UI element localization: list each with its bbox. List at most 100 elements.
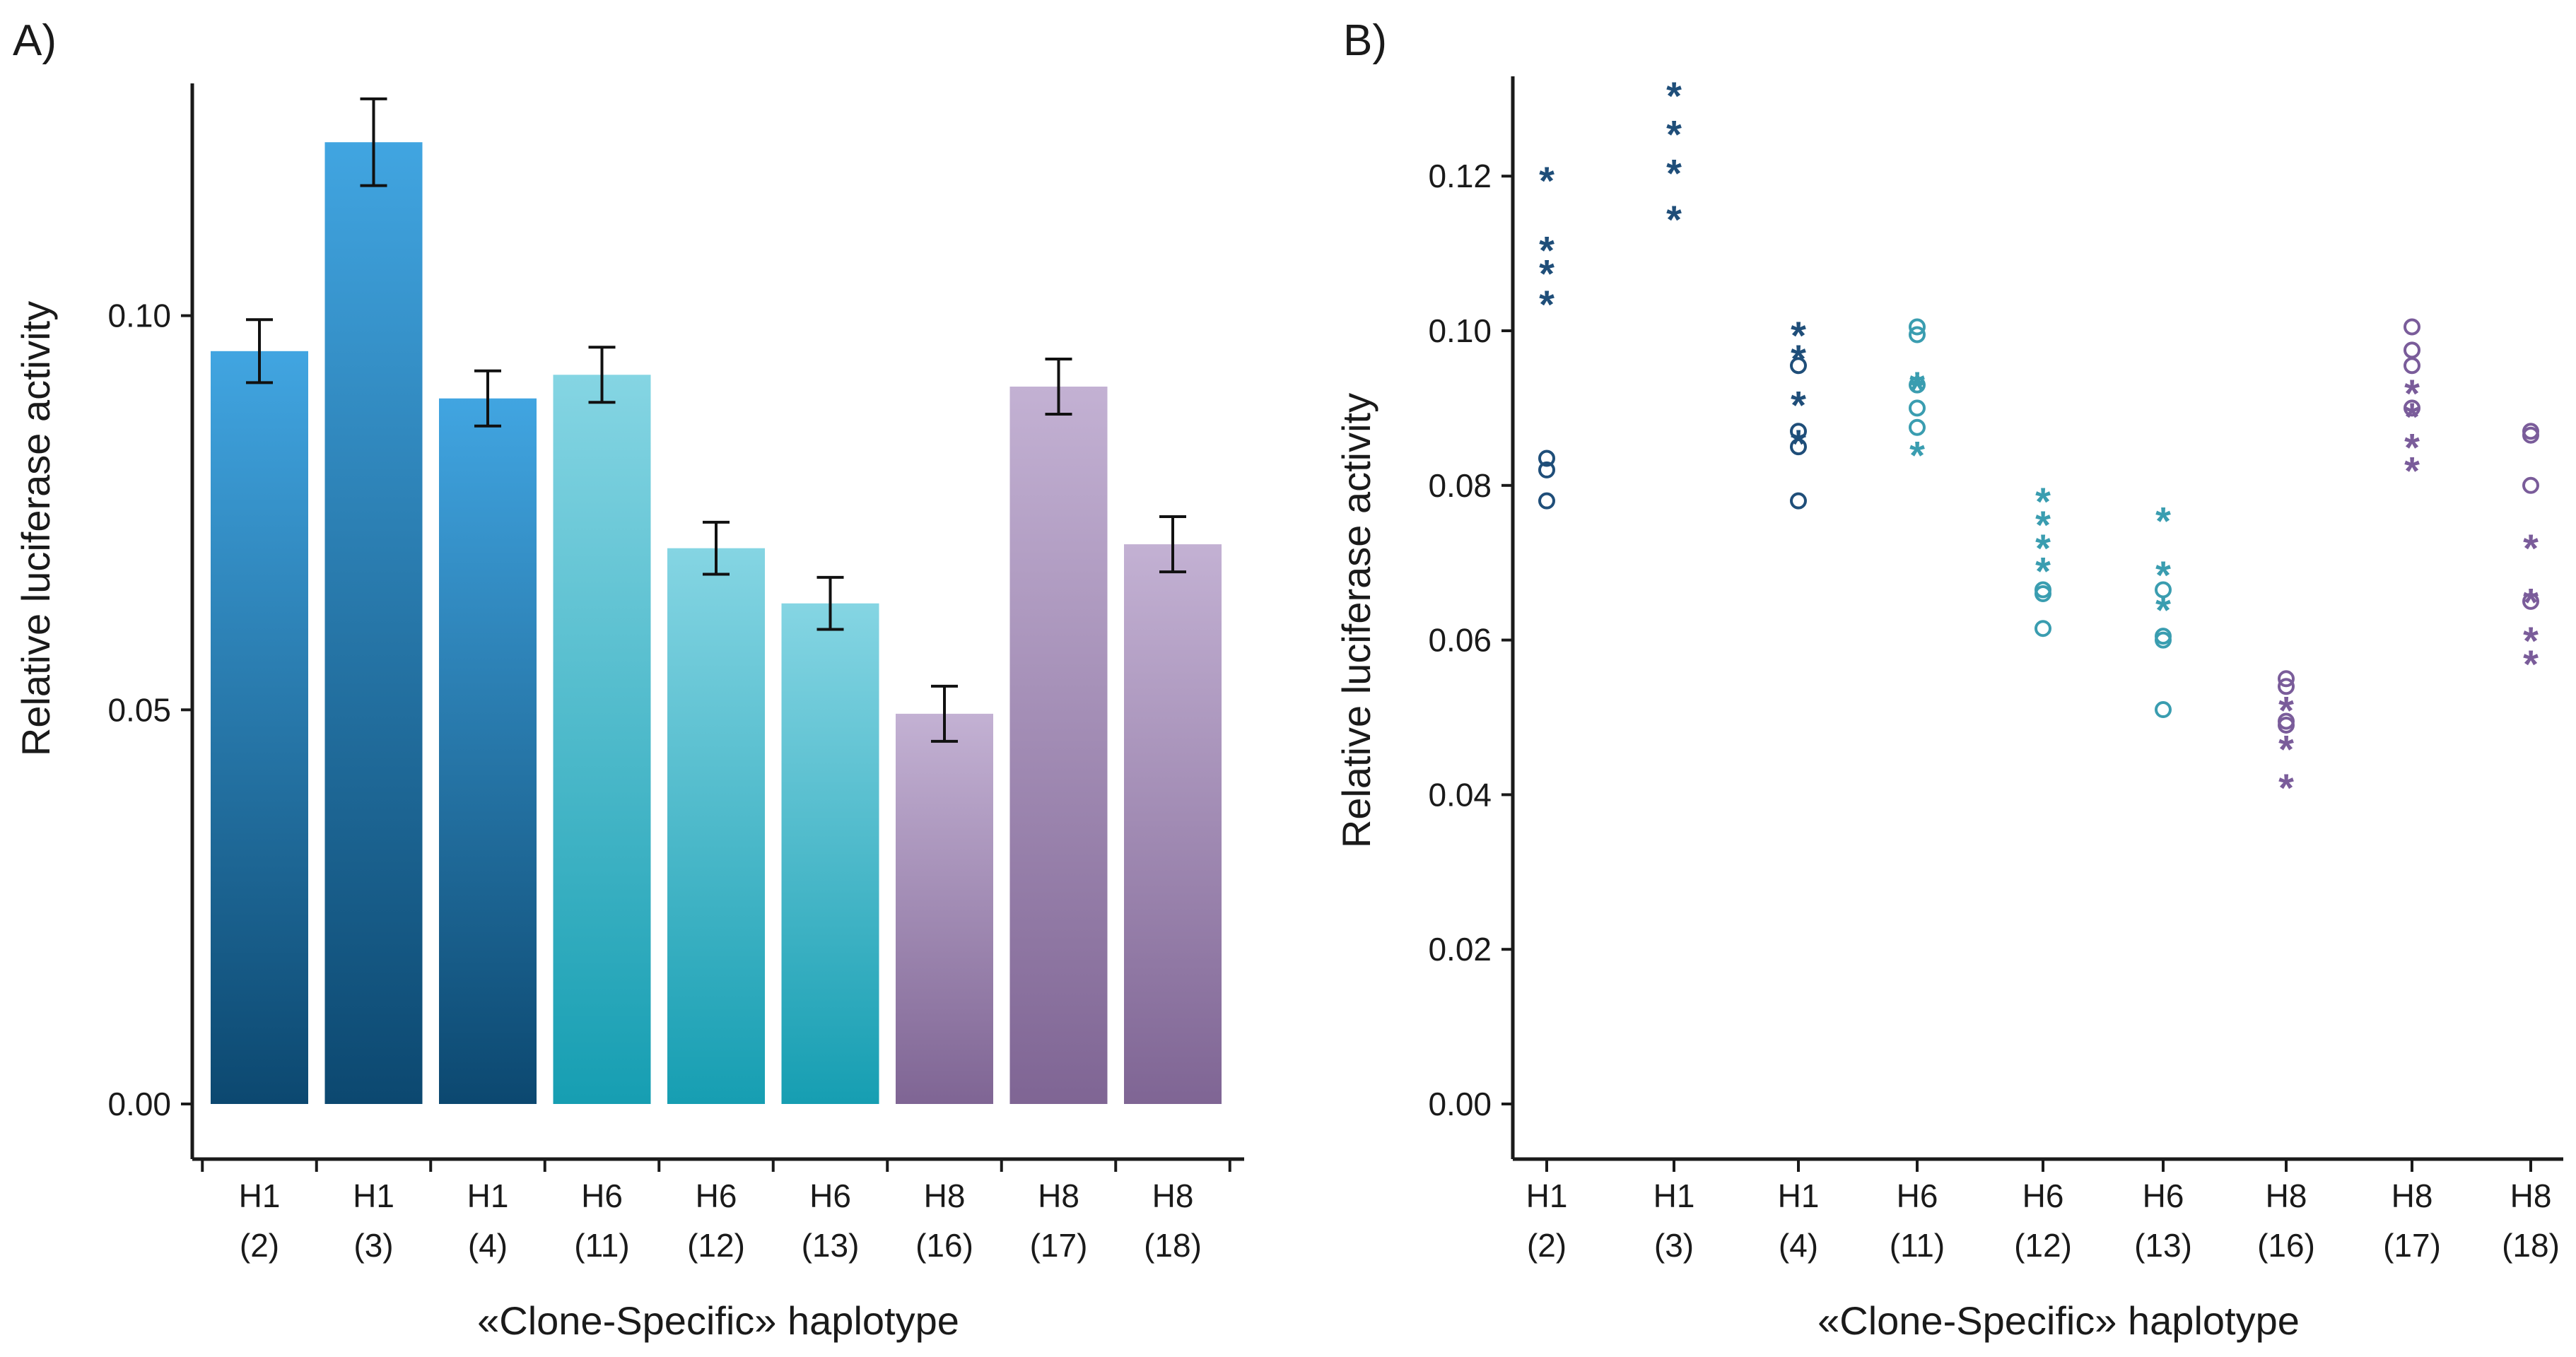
circle-point [2278,678,2295,695]
y-tick-label: 0.04 [1428,776,1492,813]
x-tick-label-clone: (17) [2383,1227,2441,1264]
point-group-h8-16: *** [2278,670,2295,810]
x-tick-label-clone: (2) [1527,1227,1567,1264]
point-group-h6-13: *** [2155,499,2172,719]
x-tick-label-clone: (2) [240,1227,279,1264]
x-tick-label-haplotype: H8 [1038,1177,1079,1214]
circle-point [1538,461,1555,478]
circle-point [1909,376,1926,394]
circle-point [2035,584,2051,602]
asterisk-point: * [2523,580,2539,624]
x-tick-label-haplotype: H8 [2266,1177,2307,1214]
asterisk-point: * [2035,479,2051,524]
circle-point [2155,581,2172,599]
asterisk-point: * [1909,363,1925,408]
point-group-h8-18: **** [2522,423,2539,686]
panel-a-bars [211,142,1222,1105]
circle-point [1538,450,1555,467]
asterisk-point: * [1539,251,1555,295]
panel-b-y-ticks: 0.00 0.02 0.04 0.06 0.08 0.10 0.12 [1428,158,1513,1122]
circle-point [2522,426,2539,444]
x-tick-label-clone: (11) [1890,1227,1945,1264]
y-tick-label: 0.08 [1428,467,1492,504]
panel-a-error-bars [246,97,1186,743]
x-tick-label-clone: (18) [1144,1227,1202,1264]
asterisk-point: * [1539,282,1555,327]
x-tick-label-clone: (4) [468,1227,508,1264]
bar-h6-11 [553,375,651,1104]
bar-h6-12 [667,548,765,1104]
panel-a-x-axis-title: «Clone-Specific» haplotype [477,1298,959,1343]
circle-point [2522,592,2539,610]
circle-point [2404,357,2420,375]
circle-point [2155,631,2172,649]
y-tick-label: 0.00 [1428,1086,1492,1122]
circle-point [2278,716,2295,734]
circle-point [2035,620,2051,638]
panel-a-y-ticks: 0.00 0.05 0.10 [107,298,192,1122]
asterisk-point: * [1791,382,1806,427]
y-tick-label: 0.02 [1428,931,1492,968]
asterisk-point: * [1666,197,1682,242]
x-tick-label-haplotype: H6 [2143,1177,2184,1214]
panel-a-x-ticks: H1 (2) H1 (3) H1 (4) H6 (11) H6 (12) H6 (13) H8 (16) H… [201,1159,1231,1264]
bar-h1-4 [439,398,537,1104]
asterisk-point: * [2155,553,2171,597]
asterisk-point: * [2278,765,2294,810]
point-group-h1-2: **** [1538,158,1555,510]
x-tick-label-clone: (17) [1030,1227,1088,1264]
asterisk-point: * [2523,618,2539,663]
point-group-h1-4: **** [1790,313,1807,510]
panel-b-y-axis-title: Relative luciferase activity [1334,393,1378,848]
asterisk-point: * [1539,228,1555,273]
panel-b-scatter-chart: B) ********************************* 0.0… [1334,16,2563,1343]
x-tick-label-haplotype: H8 [1152,1177,1194,1214]
asterisk-point: * [1539,158,1555,203]
asterisk-point: * [2035,526,2051,570]
circle-point [1909,418,1926,436]
y-tick-label: 0.10 [107,298,171,334]
panel-b-label: B) [1343,16,1387,65]
x-tick-label-haplotype: H6 [2022,1177,2064,1214]
asterisk-point: * [1791,313,1806,358]
circle-point [2404,318,2420,336]
x-tick-label-haplotype: H1 [1526,1177,1568,1214]
bar-h8-18 [1124,544,1222,1104]
asterisk-point: * [1791,421,1806,466]
x-tick-label-haplotype: H1 [239,1177,281,1214]
panel-a-bar-chart: A) 0.00 0.05 0.10 H1 (2) H1 (3) H1 (4) H6 (11) H6 (… [13,16,1244,1343]
asterisk-point: * [2523,526,2539,570]
x-tick-label-clone: (16) [915,1227,973,1264]
asterisk-point: * [2404,448,2420,493]
asterisk-point: * [2404,425,2420,470]
x-tick-label-haplotype: H6 [809,1177,851,1214]
asterisk-point: * [2155,587,2171,632]
point-group-h6-11: *** [1909,318,1926,478]
x-tick-label-haplotype: H1 [1653,1177,1695,1214]
panel-a-label: A) [13,16,57,65]
panel-b-points: ********************************* [1538,74,2539,810]
x-tick-label-clone: (3) [353,1227,393,1264]
circle-point [2155,701,2172,719]
bar-h1-3 [324,142,423,1105]
x-tick-label-haplotype: H1 [353,1177,394,1214]
panel-a-y-axis-title: Relative luciferase activity [13,301,58,756]
y-tick-label: 0.10 [1428,312,1492,349]
x-tick-label-haplotype: H1 [1778,1177,1820,1214]
asterisk-point: * [2278,727,2294,771]
panel-b-x-axis-title: «Clone-Specific» haplotype [1817,1298,2300,1343]
y-tick-label: 0.12 [1428,158,1492,194]
y-tick-label: 0.05 [107,691,171,728]
asterisk-point: * [1666,74,1682,118]
bar-h6-13 [781,603,879,1104]
asterisk-point: * [1666,112,1682,157]
circle-point [2522,476,2539,494]
circle-point [1909,318,1926,336]
x-tick-label-haplotype: H8 [924,1177,966,1214]
x-tick-label-clone: (4) [1779,1227,1818,1264]
x-tick-label-haplotype: H6 [581,1177,623,1214]
x-tick-label-clone: (12) [2014,1227,2072,1264]
x-tick-label-haplotype: H6 [1897,1177,1938,1214]
asterisk-point: * [1666,151,1682,195]
